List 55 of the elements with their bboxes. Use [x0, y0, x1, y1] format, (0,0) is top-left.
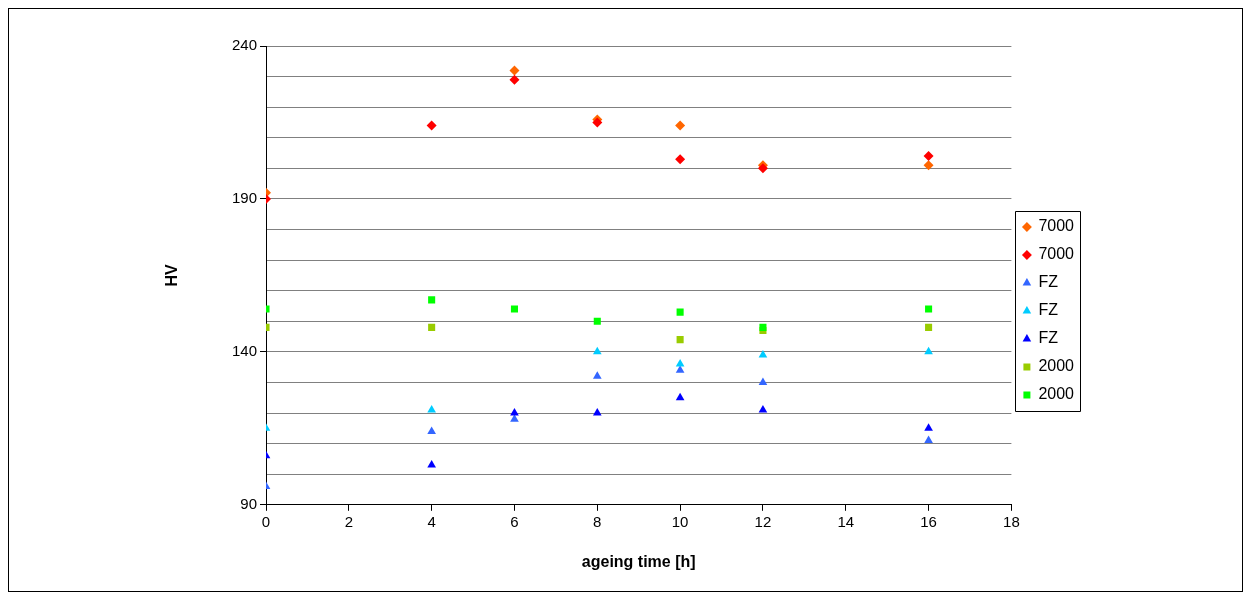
point [675, 359, 685, 367]
point [427, 426, 436, 434]
point [426, 120, 437, 131]
x-tick-label: 6 [510, 512, 519, 530]
point [924, 423, 933, 431]
point [510, 414, 519, 422]
point [676, 308, 684, 316]
point [925, 305, 933, 313]
point [675, 365, 685, 373]
x-tick-label: 14 [837, 512, 855, 530]
point [675, 154, 686, 165]
x-tick-label: 8 [593, 512, 602, 530]
x-tick-label: 16 [920, 512, 937, 530]
point [592, 371, 602, 379]
legend-label: FZ [1038, 329, 1059, 347]
y-tick-label: 90 [240, 494, 257, 512]
x-tick-label: 4 [427, 512, 436, 530]
y-tick-label: 140 [231, 342, 257, 360]
point [923, 160, 934, 171]
legend-label: FZ [1038, 301, 1059, 319]
point [428, 296, 436, 304]
point [593, 317, 601, 325]
legend-label: 7000 [1038, 217, 1075, 235]
point [592, 408, 602, 416]
point [427, 404, 436, 413]
x-tick-label: 12 [754, 512, 772, 530]
point [510, 305, 518, 313]
x-tick-label: 0 [261, 512, 271, 530]
point [509, 74, 520, 85]
x-tick-label: 18 [1003, 512, 1020, 530]
legend-label: FZ [1038, 273, 1059, 291]
point [592, 346, 602, 355]
point [924, 346, 933, 355]
x-tick-label: 2 [344, 512, 353, 530]
point [675, 392, 685, 401]
point [758, 349, 768, 358]
legend-label: 2000 [1038, 357, 1075, 375]
point [428, 323, 436, 331]
legend-label: 2000 [1038, 385, 1075, 403]
point [675, 120, 686, 131]
point [427, 460, 436, 468]
point [676, 336, 684, 344]
legend-label: 7000 [1038, 245, 1075, 263]
point [923, 151, 934, 162]
point [925, 323, 933, 331]
x-tick-label: 10 [671, 512, 689, 530]
point [758, 377, 768, 385]
y-axis-title: HV [163, 263, 181, 287]
point [924, 435, 933, 444]
point [509, 65, 520, 76]
y-tick-label: 190 [231, 189, 257, 207]
x-axis-title: ageing time [h] [581, 552, 696, 570]
point [758, 404, 768, 413]
point [510, 408, 519, 416]
y-tick-label: 240 [231, 36, 257, 54]
